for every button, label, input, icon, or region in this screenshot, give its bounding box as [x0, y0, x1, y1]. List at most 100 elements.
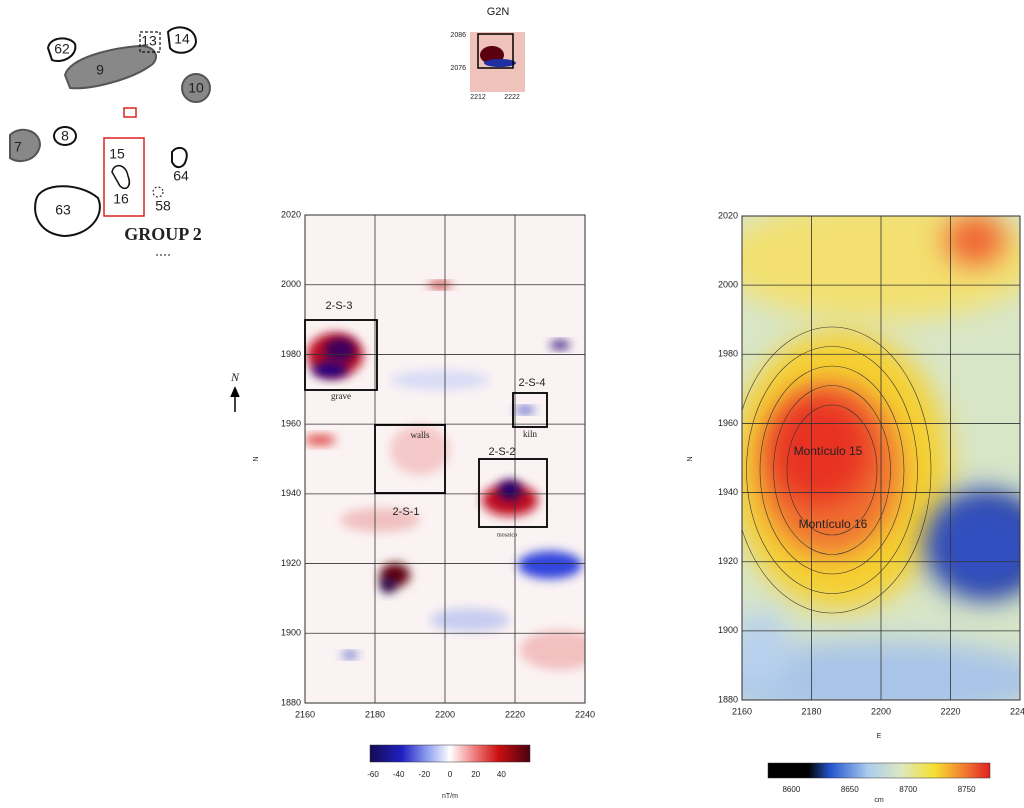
- colorbar-tick: 8650: [841, 785, 859, 794]
- feature-box: [374, 424, 446, 494]
- annotation: 2-S-1: [393, 506, 420, 518]
- annotation: kiln: [523, 429, 538, 439]
- colorbar-tick: -40: [393, 770, 405, 779]
- feature-box: [478, 458, 548, 528]
- anomaly: [430, 608, 510, 632]
- x-tick-label: 2220: [505, 709, 525, 719]
- x-tick-label: 2240: [1010, 706, 1024, 716]
- colorbar-tick: 40: [497, 770, 506, 779]
- colorbar-unit: cm: [874, 797, 884, 804]
- annotation: 2-S-2: [489, 446, 516, 458]
- topo-map: [741, 215, 1021, 701]
- contour: [773, 385, 891, 555]
- y-tick-label: 2020: [718, 210, 738, 220]
- x-tick-label: 2220: [940, 706, 960, 716]
- inset-x-tick: 2222: [504, 94, 520, 101]
- relief: [925, 490, 1020, 600]
- contour: [786, 404, 878, 536]
- x-tick-label: 2180: [801, 706, 821, 716]
- anomaly: [518, 551, 582, 579]
- plan-label: 64: [173, 168, 189, 184]
- annotation: 2-S-4: [519, 377, 546, 389]
- annotation: mosaico: [497, 532, 517, 538]
- plan-label: 16: [113, 191, 129, 207]
- north-arrow: [230, 386, 240, 412]
- contour: [746, 346, 918, 594]
- colorbar-tick: 0: [448, 770, 453, 779]
- y-tick-label: 2020: [281, 209, 301, 219]
- annotation: grave: [331, 391, 351, 401]
- site-plan-labels: 62 13 14 9 10 7 8 15 16 64 63 58: [14, 31, 204, 218]
- anomaly: [312, 362, 348, 378]
- y-tick-label: 1940: [281, 488, 301, 498]
- y-tick-label: 1980: [281, 349, 301, 359]
- annotation: walls: [411, 430, 430, 440]
- x-tick-label: 2200: [871, 706, 891, 716]
- anomaly: [305, 435, 336, 445]
- y-tick-label: 1880: [281, 697, 301, 707]
- plan-title: GROUP 2: [124, 224, 202, 244]
- anomaly: [324, 338, 356, 362]
- colorbar: [767, 762, 991, 779]
- x-axis-label: E: [877, 733, 882, 740]
- inset-y-tick: 2086: [450, 32, 466, 39]
- y-tick-label: 1900: [281, 628, 301, 638]
- anomaly: [342, 652, 358, 658]
- x-tick-label: 2180: [365, 709, 385, 719]
- y-tick-label: 1900: [718, 625, 738, 635]
- north-label: N: [230, 370, 240, 384]
- colorbar: [369, 744, 531, 763]
- x-tick-label: 2240: [575, 709, 595, 719]
- y-axis-label: N: [253, 456, 260, 461]
- colorbar-tick: -60: [367, 770, 379, 779]
- inset: [470, 32, 525, 92]
- contour: [759, 365, 905, 575]
- y-tick-label: 2000: [718, 280, 738, 290]
- inset-x-tick: 2212: [470, 94, 486, 101]
- plan-label: 14: [174, 31, 190, 47]
- x-tick-label: 2200: [435, 709, 455, 719]
- y-axis-label: N: [687, 456, 694, 461]
- y-tick-label: 2000: [281, 279, 301, 289]
- anomaly: [390, 370, 490, 390]
- site-plan: [9, 26, 211, 256]
- colorbar-tick: 8700: [899, 785, 917, 794]
- colorbar-unit: nT/m: [442, 793, 458, 800]
- anomaly: [550, 341, 570, 349]
- y-tick-label: 1960: [281, 419, 301, 429]
- y-tick-label: 1980: [718, 349, 738, 359]
- annotation: Montículo 16: [799, 517, 868, 531]
- anomaly: [498, 480, 522, 500]
- x-tick-label: 2160: [732, 706, 752, 716]
- colorbar-tick: -20: [419, 770, 431, 779]
- x-tick-label: 2160: [295, 709, 315, 719]
- anomaly: [390, 425, 450, 475]
- plan-label: 58: [155, 198, 171, 214]
- colorbar-tick: 8600: [782, 785, 800, 794]
- annotation: Montículo 15: [794, 444, 863, 458]
- y-tick-label: 1940: [718, 487, 738, 497]
- plan-label: 62: [54, 41, 70, 57]
- feature-box: [512, 392, 548, 428]
- relief: [945, 216, 1005, 265]
- plan-label: 15: [109, 146, 125, 162]
- inset-y-tick: 2076: [450, 65, 466, 72]
- plan-label: 7: [14, 139, 22, 155]
- colorbar-tick: 8750: [958, 785, 976, 794]
- anomaly: [340, 508, 420, 532]
- y-tick-label: 1880: [718, 694, 738, 704]
- colorbar-tick: 20: [471, 770, 480, 779]
- y-tick-label: 1920: [281, 558, 301, 568]
- plan-label: 8: [61, 128, 69, 144]
- contour: [742, 326, 932, 614]
- relief: [770, 395, 870, 505]
- relief: [742, 610, 790, 690]
- y-tick-label: 1920: [718, 556, 738, 566]
- anomaly: [515, 407, 535, 413]
- plan-label: 9: [96, 62, 104, 78]
- magnetic-map: [304, 214, 586, 704]
- feature-box: [304, 319, 378, 391]
- inset-title: G2N: [487, 6, 510, 18]
- anomaly: [380, 577, 396, 593]
